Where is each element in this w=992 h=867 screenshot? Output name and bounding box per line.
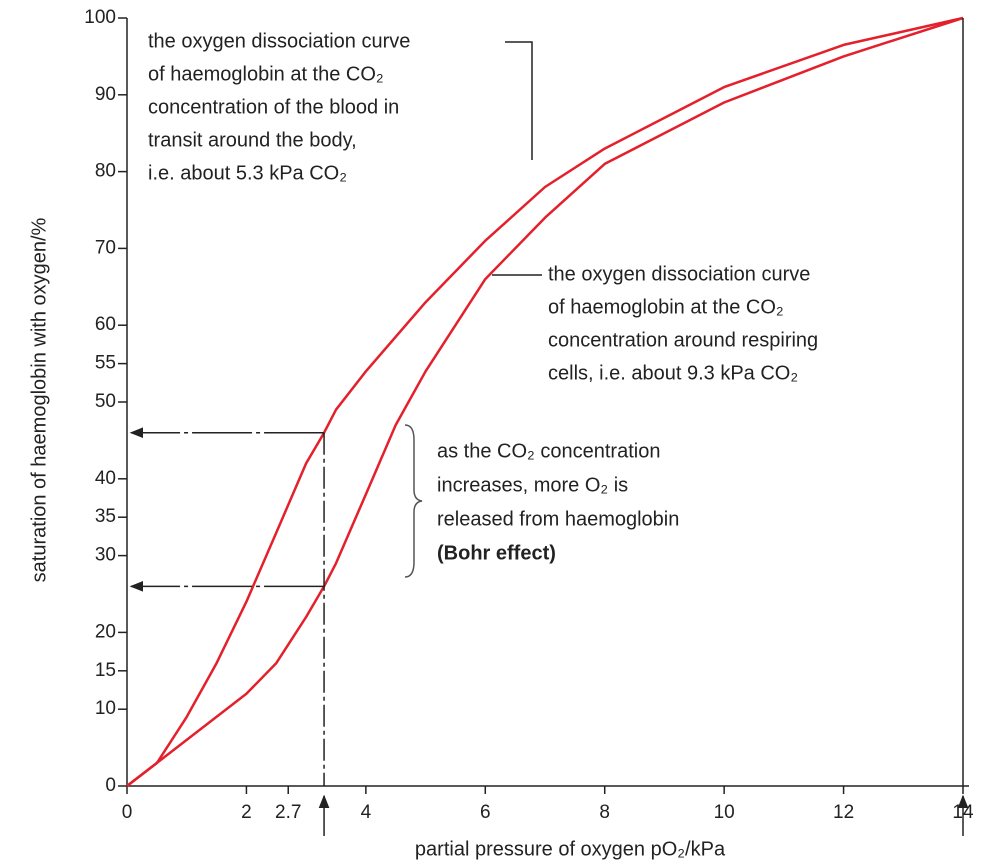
brace <box>404 424 423 578</box>
y-tick-label: 30 <box>95 545 116 566</box>
annotation-text: i.e. about 5.3 kPa CO₂ <box>148 162 347 184</box>
annotation-text: transit around the body, <box>148 129 357 151</box>
annotation-text: the oxygen dissociation curve <box>148 30 410 52</box>
annotation-text: of haemoglobin at the CO₂ <box>148 63 384 85</box>
curve <box>126 16 964 787</box>
curve <box>126 16 964 787</box>
y-tick-label: 90 <box>95 84 116 105</box>
y-tick-label: 35 <box>95 506 116 527</box>
y-tick-label: 70 <box>95 237 116 258</box>
y-tick-label: 0 <box>105 775 116 796</box>
y-tick-label: 15 <box>95 660 116 681</box>
x-tick-label: 8 <box>599 802 610 823</box>
leader-line <box>505 41 533 160</box>
x-axis-label: partial pressure of oxygen pO₂/kPa <box>415 838 726 860</box>
annotation-text: of haemoglobin at the CO₂ <box>548 296 784 318</box>
y-tick-label: 10 <box>95 698 116 719</box>
y-tick-label: 80 <box>95 161 116 182</box>
annotation-text: concentration around respiring <box>548 329 818 351</box>
annotation-text: (Bohr effect) <box>437 542 556 564</box>
x-tick-label: 0 <box>122 802 133 823</box>
x-tick-label: 4 <box>361 802 372 823</box>
x-tick-label: 6 <box>480 802 491 823</box>
x-tick-label: 10 <box>714 802 735 823</box>
y-tick-label: 100 <box>84 7 116 28</box>
y-tick-label: 40 <box>95 468 116 489</box>
annotation-text: the oxygen dissociation curve <box>548 263 810 285</box>
y-tick-label: 50 <box>95 391 116 412</box>
x-tick-label: 2 <box>241 802 252 823</box>
annotation-text: as the CO₂ concentration <box>437 440 660 462</box>
y-tick-label: 60 <box>95 314 116 335</box>
y-tick-label: 20 <box>95 621 116 642</box>
y-axis-label: saturation of haemoglobin with oxygen/% <box>28 217 50 582</box>
y-tick-label: 55 <box>95 353 116 374</box>
annotation-text: increases, more O₂ is <box>437 474 628 496</box>
annotation-text: cells, i.e. about 9.3 kPa CO₂ <box>548 362 798 384</box>
x-tick-label: 2.7 <box>275 802 301 823</box>
annotation-text: released from haemoglobin <box>437 508 679 530</box>
x-tick-label: 12 <box>833 802 854 823</box>
annotation-text: concentration of the blood in <box>148 96 399 118</box>
